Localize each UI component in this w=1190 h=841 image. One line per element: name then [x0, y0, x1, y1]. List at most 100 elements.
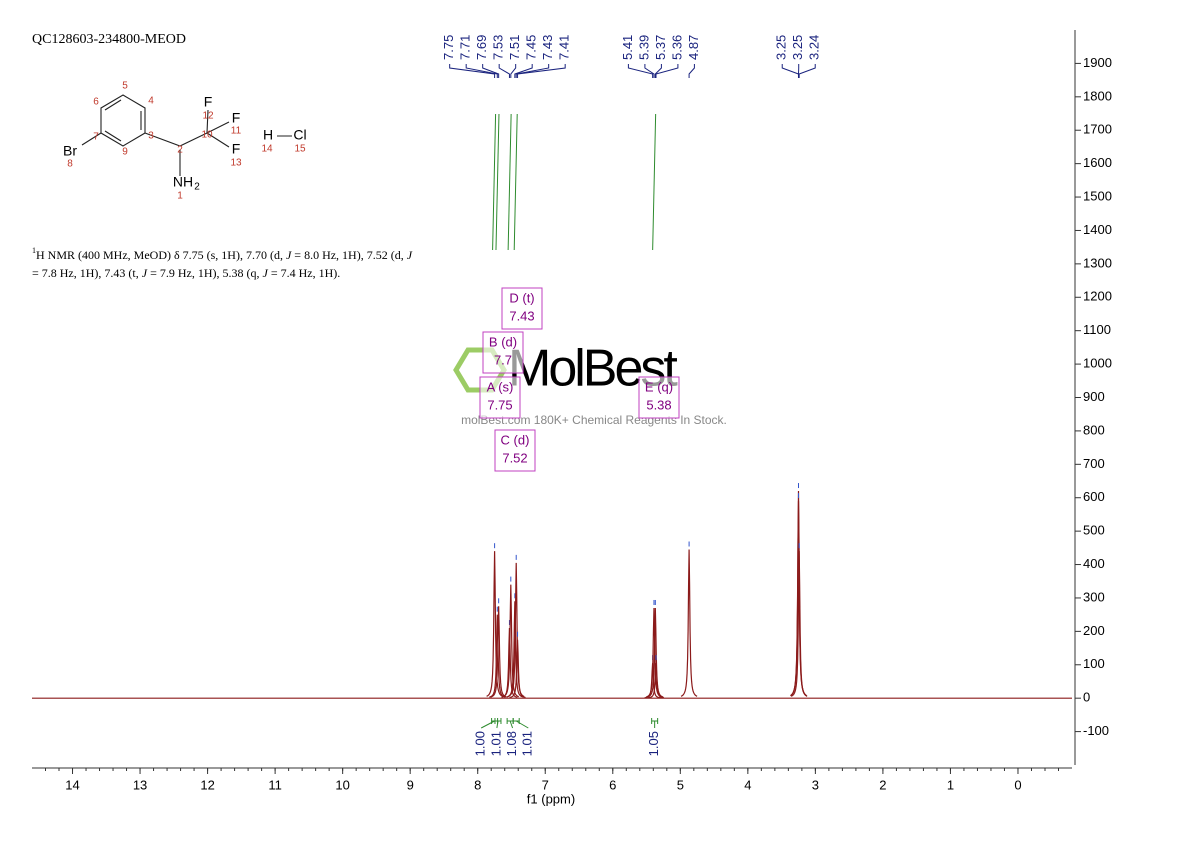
- peak: [486, 551, 503, 697]
- nmr-description: 1H NMR (400 MHz, MeOD) δ 7.75 (s, 1H), 7…: [32, 246, 413, 261]
- peak-label-connector: [781, 64, 799, 78]
- peak: [647, 663, 665, 699]
- peak: [509, 639, 526, 699]
- peak-label: 7.75: [441, 35, 456, 60]
- multiplet-box: [482, 331, 524, 374]
- peak: [489, 614, 506, 698]
- multiplet-label: A (s): [487, 379, 514, 394]
- description-segment: J: [263, 266, 269, 280]
- description-segment: J: [286, 248, 292, 262]
- y-tick-label: 1000: [1083, 356, 1112, 371]
- atom-label: 9: [122, 147, 128, 158]
- x-tick-label: 4: [744, 777, 751, 792]
- peak: [790, 551, 808, 697]
- atom-label: 5: [122, 81, 128, 92]
- x-tick-label: 0: [1014, 777, 1021, 792]
- multiplet-box: [501, 287, 543, 330]
- multiplet-shift: 7.7: [494, 352, 512, 367]
- multiplet-box: [494, 429, 536, 472]
- atom-label: 15: [294, 144, 306, 155]
- y-tick-label: 700: [1083, 456, 1105, 471]
- peak-label-connector: [510, 64, 517, 78]
- peak-label: 5.39: [636, 35, 651, 60]
- peak-label-connector: [688, 64, 695, 78]
- peak-label: 5.41: [620, 35, 635, 60]
- peak-label-connector: [514, 64, 533, 78]
- x-tick-label: 6: [609, 777, 616, 792]
- multiplet-box: [638, 376, 680, 419]
- peak-label: 7.53: [491, 35, 506, 60]
- sample-id: QC128603-234800-MEOD: [32, 32, 186, 47]
- integral-label: 1.01: [520, 731, 535, 756]
- multiplet-box: [479, 376, 521, 419]
- atom-label: Cl: [293, 127, 306, 143]
- x-tick-label: 8: [474, 777, 481, 792]
- peak-label: 7.43: [540, 35, 555, 60]
- integral-label: 1.05: [646, 731, 661, 756]
- x-tick-label: 11: [268, 777, 282, 792]
- x-axis-label: f1 (ppm): [527, 791, 575, 806]
- peak-label: 7.41: [557, 35, 572, 60]
- structure-bonds: [81, 94, 292, 176]
- x-tick-label: 3: [812, 777, 819, 792]
- integral-connector: [480, 720, 495, 729]
- peak: [502, 584, 520, 698]
- x-tick-label: 13: [133, 777, 147, 792]
- atom-label: 2: [177, 145, 183, 156]
- integral-curve: [513, 113, 518, 251]
- peak-label-connector: [449, 64, 496, 78]
- y-tick-label: 1200: [1083, 289, 1112, 304]
- multiplet-label: C (d): [501, 432, 530, 447]
- peak-label: 4.87: [686, 35, 701, 60]
- peak-label-connector: [482, 64, 500, 78]
- atom-label: F: [232, 141, 241, 157]
- multiplet-shift: 7.52: [502, 450, 527, 465]
- peak-label-connector: [644, 64, 655, 78]
- peak-label-connector: [465, 64, 498, 78]
- y-tick-label: 600: [1083, 489, 1105, 504]
- peak-label: 3.24: [807, 35, 822, 60]
- y-tick-label: 500: [1083, 523, 1105, 538]
- description-segment: = 7.4 Hz, 1H).: [268, 266, 340, 280]
- peak-label-connector: [798, 64, 816, 78]
- description-segment: J: [142, 266, 148, 280]
- atom-label: F: [204, 94, 213, 110]
- integral-curve: [495, 113, 500, 251]
- peak-label: 7.51: [507, 35, 522, 60]
- description-segment: = 7.8 Hz, 1H), 7.43 (t,: [32, 266, 142, 280]
- y-tick-label: 1800: [1083, 88, 1112, 103]
- peak-label: 7.71: [458, 35, 473, 60]
- atom-label: NH: [173, 174, 193, 190]
- integral-connector: [509, 720, 514, 729]
- x-tick-label: 14: [65, 777, 79, 792]
- peak-label-connector: [654, 64, 662, 78]
- atom-label: 6: [93, 97, 99, 108]
- y-tick-label: 800: [1083, 422, 1105, 437]
- y-tick-label: 1900: [1083, 55, 1112, 70]
- peak-label: 5.36: [669, 35, 684, 60]
- integral-connector: [515, 720, 529, 729]
- description-segment: 1: [32, 246, 36, 255]
- peak-label: 7.45: [524, 35, 539, 60]
- integral-curve: [652, 113, 657, 251]
- integral-label: 1.00: [473, 731, 488, 756]
- y-tick-label: 400: [1083, 556, 1105, 571]
- multiplet-label: B (d): [489, 334, 517, 349]
- multiplet-shift: 7.75: [487, 397, 512, 412]
- x-tick-label: 5: [677, 777, 684, 792]
- peak-label-connector: [627, 64, 654, 78]
- peak-label: 3.25: [790, 35, 805, 60]
- atom-label: H: [263, 127, 273, 143]
- multiplet-shift: 5.38: [646, 397, 671, 412]
- peak-label-connector: [517, 64, 566, 78]
- atom-label: 12: [202, 111, 214, 122]
- y-tick-label: 0: [1083, 690, 1090, 705]
- x-tick-label: 7: [542, 777, 549, 792]
- x-tick-label: 1: [947, 777, 954, 792]
- atom-label: 2: [194, 182, 200, 193]
- y-tick-label: 100: [1083, 656, 1105, 671]
- atom-label: 11: [231, 126, 242, 137]
- integral-curve: [492, 113, 497, 251]
